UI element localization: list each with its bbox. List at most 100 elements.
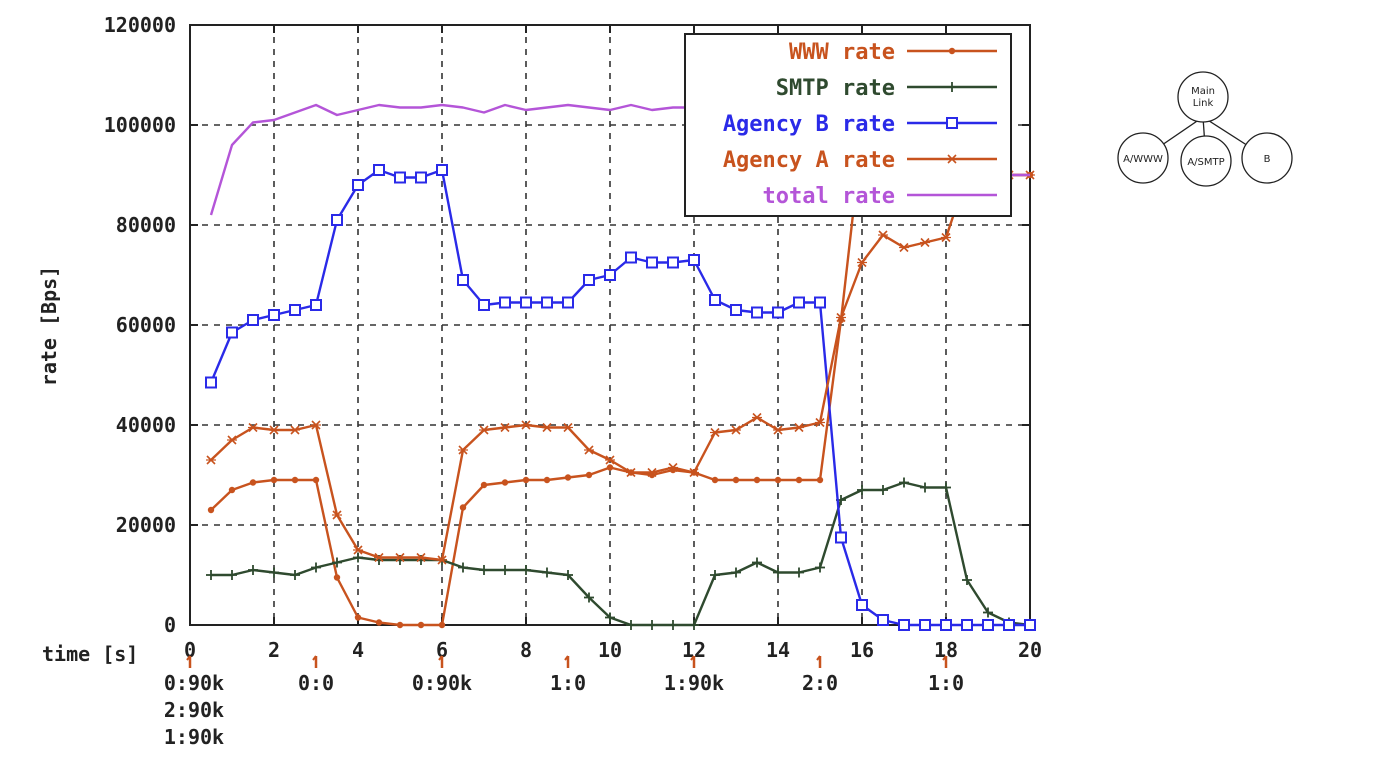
data-point-agency-a-rate: [353, 545, 363, 555]
tree-node-child: [1241, 132, 1293, 184]
data-point-smtp-rate: [710, 570, 720, 580]
data-point-agency-b-rate: [520, 296, 532, 309]
x-tick-label: 10: [598, 638, 622, 662]
data-point-smtp-rate: [584, 592, 594, 603]
data-point-smtp-rate: [290, 570, 300, 580]
series-line-smtp-rate: [211, 481, 1031, 627]
data-point-smtp-rate: [983, 607, 993, 618]
data-point-smtp-rate: [752, 557, 762, 568]
legend-box: WWW rate SMTP rate Agency B rate Agency A r…: [684, 33, 1012, 217]
y-tick-label: 120000: [104, 13, 176, 37]
event-marker: 1:0: [928, 655, 964, 695]
data-point-www-rate: [795, 476, 803, 484]
x-tick-label: 14: [766, 638, 790, 662]
data-point-agency-a-rate: [941, 232, 951, 243]
data-point-www-rate: [753, 476, 761, 484]
data-point-agency-b-rate: [562, 296, 574, 309]
y-tick-label: 40000: [116, 413, 176, 437]
event-arrow-head: [690, 655, 695, 661]
data-point-www-rate: [291, 476, 299, 484]
data-point-smtp-rate: [521, 565, 531, 575]
data-point-agency-b-rate: [814, 296, 826, 309]
data-point-smtp-rate: [668, 620, 678, 630]
data-point-www-rate: [207, 506, 215, 514]
event-arrow-head: [816, 655, 821, 661]
data-point-agency-b-rate: [730, 304, 742, 316]
data-point-agency-a-rate: [794, 422, 804, 433]
data-point-agency-a-rate: [899, 242, 909, 253]
data-point-www-rate: [543, 476, 551, 484]
data-point-agency-b-rate: [646, 256, 658, 269]
data-point-agency-a-rate: [458, 445, 468, 455]
legend-marker-smtp-rate: [947, 82, 957, 92]
data-point-agency-a-rate: [689, 467, 699, 478]
tree-node-root-label: Link: [1193, 98, 1214, 109]
data-point-smtp-rate: [647, 620, 657, 630]
event-label: 0:0: [298, 671, 334, 695]
data-point-agency-b-rate: [877, 614, 889, 626]
data-point-smtp-rate: [920, 482, 930, 493]
data-point-www-rate: [816, 476, 824, 484]
tree-node-child-label: A/WWW: [1123, 154, 1163, 165]
data-point-www-rate: [417, 621, 425, 629]
x-tick-label: 4: [352, 638, 364, 662]
event-label: 1:90k: [664, 671, 724, 695]
x-tick-label: 2: [268, 638, 280, 662]
data-point-www-rate: [249, 479, 257, 486]
data-point-agency-b-rate: [835, 531, 847, 544]
data-point-agency-a-rate: [563, 422, 573, 433]
data-point-agency-b-rate: [436, 164, 448, 176]
series-line-agency-b-rate: [209, 168, 1030, 627]
data-point-agency-a-rate: [374, 552, 384, 563]
data-point-agency-a-rate: [626, 467, 636, 478]
legend-label-agency-a-rate: Agency A rate: [723, 148, 895, 173]
event-arrow-head: [942, 655, 947, 661]
data-point-agency-a-rate: [290, 425, 300, 435]
y-tick-label: 80000: [116, 213, 176, 237]
data-point-agency-a-rate: [311, 420, 321, 430]
data-point-smtp-rate: [899, 477, 909, 488]
data-point-smtp-rate: [878, 485, 888, 495]
x-tick-label: 8: [520, 638, 532, 662]
data-point-www-rate: [480, 481, 488, 489]
data-point-agency-b-rate: [982, 619, 994, 631]
data-point-agency-b-rate: [457, 274, 469, 286]
event-marker: 0:0: [298, 655, 334, 695]
data-point-smtp-rate: [332, 557, 342, 568]
data-point-smtp-rate: [479, 565, 489, 575]
series-agency-a-rate: [206, 170, 1035, 565]
data-point-smtp-rate: [689, 620, 699, 630]
data-point-agency-b-rate: [919, 619, 931, 631]
data-point-agency-a-rate: [248, 422, 258, 433]
data-point-agency-a-rate: [416, 552, 426, 563]
data-point-agency-a-rate: [647, 467, 657, 478]
data-point-agency-a-rate: [857, 257, 867, 268]
data-point-www-rate: [270, 476, 278, 484]
y-axis-title: rate [Bps]: [37, 266, 61, 386]
data-point-agency-a-rate: [605, 455, 615, 465]
data-point-agency-b-rate: [541, 296, 553, 309]
event-markers: 0:90k 2:90k 1:90k 0:0 0:90k 1:0 1:90k 2:0 1:0: [164, 655, 964, 749]
data-point-www-rate: [585, 471, 593, 479]
data-point-agency-b-rate: [940, 619, 952, 631]
legend-label-smtp-rate: SMTP rate: [776, 76, 895, 101]
data-point-agency-b-rate: [772, 306, 784, 319]
event-arrow-head: [438, 655, 443, 661]
data-point-agency-a-rate: [269, 425, 279, 435]
data-point-www-rate: [312, 476, 320, 484]
data-point-agency-b-rate: [226, 326, 238, 339]
data-point-agency-b-rate: [331, 214, 343, 226]
data-point-agency-b-rate: [604, 269, 616, 281]
x-tick-label: 6: [436, 638, 448, 662]
legend-label-agency-b-rate: Agency B rate: [723, 112, 895, 137]
series-agency-b-rate: [205, 164, 1036, 631]
event-arrow-head: [312, 655, 317, 661]
data-point-smtp-rate: [542, 567, 552, 578]
data-point-www-rate: [774, 476, 782, 484]
data-point-agency-a-rate: [542, 422, 552, 433]
data-point-smtp-rate: [311, 562, 321, 573]
tree-node-child: [1117, 132, 1169, 184]
data-point-smtp-rate: [941, 482, 951, 493]
legend-marker-agency-a-rate: [947, 154, 957, 164]
